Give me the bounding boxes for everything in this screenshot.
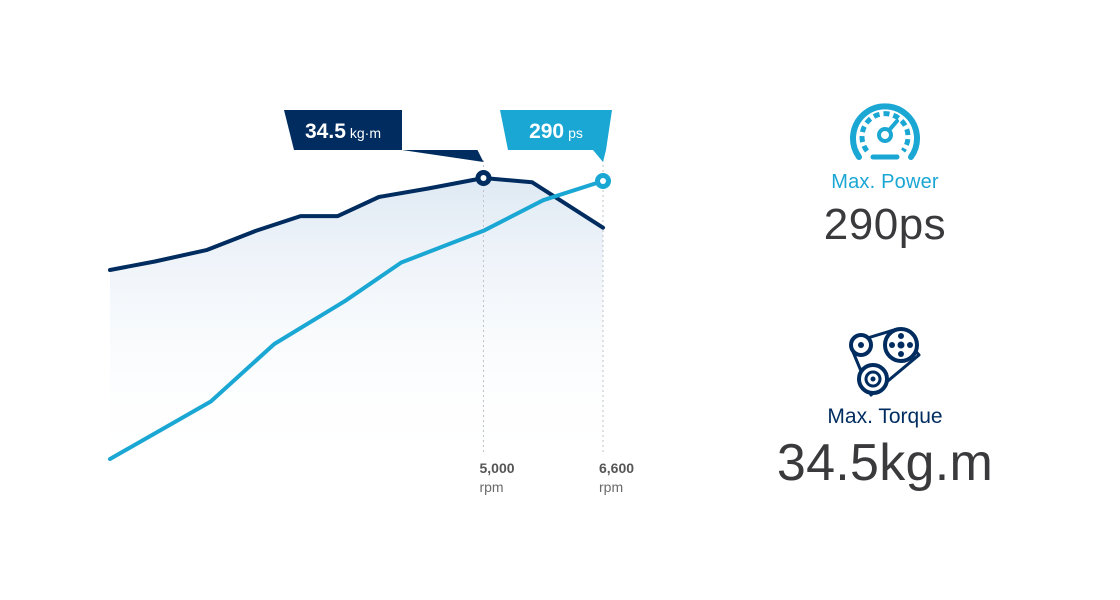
max-torque-panel: Max. Torque 34.5kg.m (760, 325, 1010, 493)
x-tick-label: 5,000 (479, 460, 514, 476)
performance-chart: 34.5 kg·m 290 ps 5,000 rpm 6,600 rpm (108, 110, 634, 495)
peak-marker-center (600, 178, 606, 184)
x-tick-unit: rpm (599, 479, 623, 495)
x-tick-label: 6,600 (599, 460, 634, 476)
callout-flag (284, 110, 484, 162)
callout-flag (500, 110, 612, 162)
torque-curve (108, 176, 605, 272)
peak-marker-center (480, 175, 487, 181)
torque-area-fill (110, 178, 603, 470)
callout-text: 290 ps (529, 120, 583, 143)
max-power-panel: Max. Power 290ps (760, 95, 1010, 250)
pulley-belt-icon (849, 327, 921, 397)
max-torque-label: Max. Torque (827, 405, 943, 428)
max-torque-value: 34.5kg.m (776, 434, 994, 492)
speedometer-icon (850, 103, 920, 160)
max-power-value: 290ps (823, 200, 947, 249)
power-curve (108, 179, 605, 461)
x-tick-unit: rpm (479, 479, 503, 495)
max-power-label: Max. Power (831, 171, 939, 193)
callout-text: 34.5 kg·m (305, 120, 381, 143)
